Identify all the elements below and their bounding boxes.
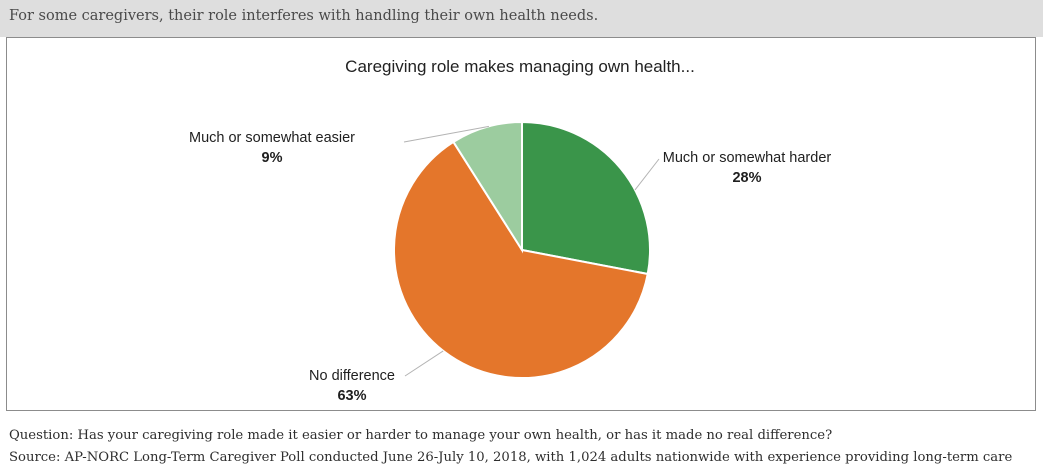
pie-slice-no-difference — [393, 140, 649, 379]
pie-slice-much-or-somewhat-harder — [521, 120, 651, 276]
slice-label: Much or somewhat easier — [189, 130, 355, 146]
slice-value-label: 63% — [337, 388, 366, 404]
chart-frame: Caregiving role makes managing own healt… — [6, 37, 1036, 411]
leader-lines — [403, 125, 660, 377]
leader-line — [403, 125, 489, 143]
header-text: For some caregivers, their role interfer… — [9, 8, 599, 24]
slice-labels: Much or somewhat harder 28% No difference 6… — [189, 130, 831, 404]
slice-label: Much or somewhat harder — [663, 150, 832, 166]
pie-slices — [393, 120, 651, 379]
header-banner: For some caregivers, their role interfer… — [0, 0, 1043, 37]
chart-title: Caregiving role makes managing own healt… — [345, 57, 695, 76]
slice-label: No difference — [309, 368, 395, 384]
question-note: Question: Has your caregiving role made … — [9, 428, 833, 443]
slice-value-label: 28% — [732, 170, 761, 186]
leader-line — [634, 158, 660, 191]
pie-chart: Caregiving role makes managing own healt… — [189, 57, 831, 404]
slice-value-label: 9% — [262, 150, 283, 166]
leader-line — [404, 350, 444, 377]
source-note: Source: AP-NORC Long-Term Caregiver Poll… — [9, 450, 1013, 465]
